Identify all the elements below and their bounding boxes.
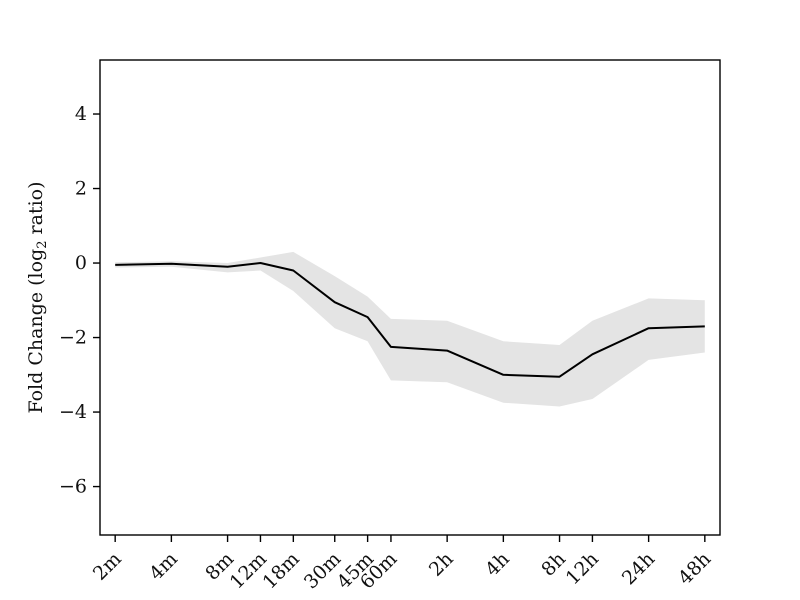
- x-tick-label: 48h: [674, 548, 715, 589]
- fold-change-line: [115, 262, 705, 378]
- x-tick-label: 4m: [145, 548, 182, 585]
- x-tick-label: 2m: [89, 548, 126, 585]
- y-axis-label: Fold Change (log2 ratio): [25, 181, 50, 413]
- x-tick-label: 4h: [481, 548, 514, 581]
- x-tick-label: 30m: [300, 548, 345, 593]
- y-tick-label: −6: [59, 476, 87, 498]
- x-tick-label: 12h: [562, 548, 603, 589]
- y-tick-label: 4: [75, 103, 87, 125]
- axes-box: [99, 59, 721, 536]
- confidence-band: [115, 251, 705, 407]
- y-tick-label: −4: [59, 401, 87, 423]
- x-tick-label: 18m: [258, 548, 303, 593]
- y-tick-label: −2: [59, 327, 87, 349]
- x-tick-label: 24h: [618, 548, 659, 589]
- y-tick-label: 0: [75, 252, 87, 274]
- y-tick-label: 2: [75, 178, 87, 200]
- x-tick-label: 2h: [425, 548, 458, 581]
